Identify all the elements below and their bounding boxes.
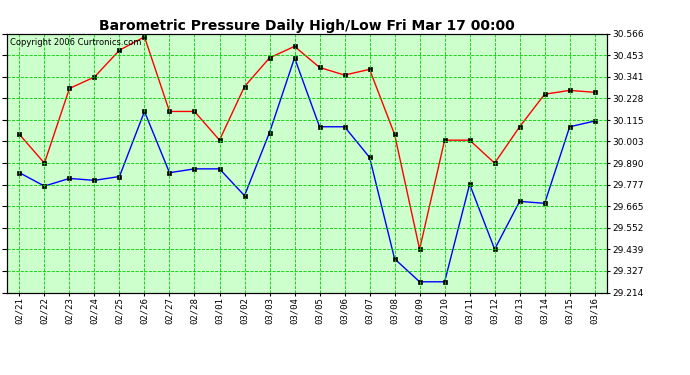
- Title: Barometric Pressure Daily High/Low Fri Mar 17 00:00: Barometric Pressure Daily High/Low Fri M…: [99, 19, 515, 33]
- Text: Copyright 2006 Curtronics.com: Copyright 2006 Curtronics.com: [10, 38, 141, 46]
